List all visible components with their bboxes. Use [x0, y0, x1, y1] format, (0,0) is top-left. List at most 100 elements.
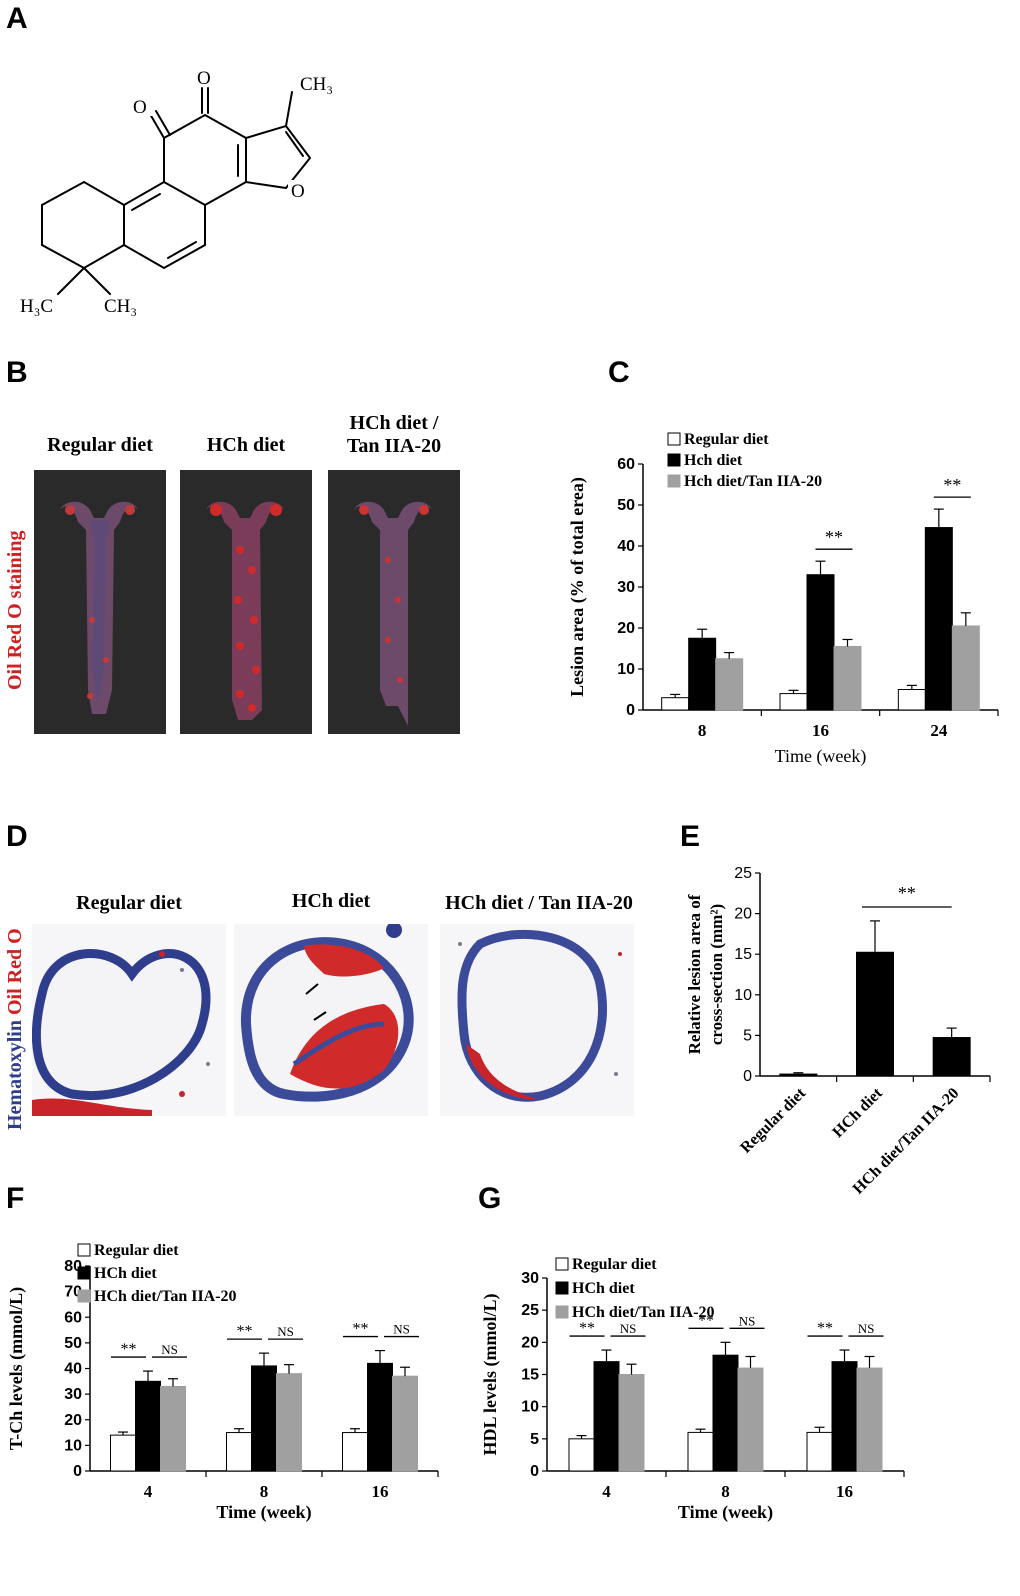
bar-regular — [897, 689, 926, 711]
significance-label: ** — [943, 475, 961, 495]
panel-d-title-3: HCh diet / Tan IIA-20 — [445, 892, 633, 914]
chemical-structure: O O O CH₃ H₃C CH₃ — [20, 66, 333, 317]
panel-label-d: D — [6, 820, 28, 853]
bar-tan — [160, 1385, 186, 1472]
bar-regular — [226, 1432, 252, 1472]
x-tick-label: HCh diet — [829, 1084, 886, 1141]
legend-swatch-regular — [77, 1243, 91, 1257]
significance-label: ** — [817, 1320, 833, 1337]
x-tick-label: 16 — [812, 721, 829, 740]
bar-hch — [135, 1380, 161, 1472]
x-tick-label: 16 — [836, 1482, 853, 1501]
significance-label: ** — [898, 883, 916, 903]
legend-label-tan: Hch diet/Tan IIA-20 — [684, 473, 822, 490]
legend-label-tan: HCh diet/Tan IIA-20 — [94, 1288, 237, 1305]
y-tick-label: 25 — [521, 1302, 539, 1319]
bar-tan — [737, 1367, 764, 1472]
y-tick-label: 40 — [617, 538, 635, 555]
bar-tan — [276, 1373, 302, 1472]
panel-label-e: E — [680, 820, 701, 853]
legend-label-hch: HCh diet — [572, 1280, 635, 1297]
x-tick-label: 8 — [721, 1482, 730, 1501]
bar-tan — [833, 645, 862, 711]
bar-tan — [856, 1367, 883, 1472]
y-tick-label: 80 — [64, 1258, 82, 1275]
bar-hch — [593, 1361, 620, 1472]
x-axis-label: Time (week) — [216, 1502, 311, 1523]
significance-label: NS — [620, 1321, 637, 1336]
y-tick-label: 5 — [530, 1431, 539, 1448]
y-tick-label: 30 — [64, 1386, 82, 1403]
significance-label: ** — [121, 1341, 137, 1358]
bar-regular — [661, 697, 690, 711]
section-photo-tan — [440, 924, 634, 1116]
x-tick-label: 4 — [602, 1482, 611, 1501]
bar-tan — [392, 1375, 418, 1472]
atom-o-left: O — [133, 97, 147, 118]
y-tick-label: 20 — [64, 1412, 82, 1429]
y-tick-label: 50 — [617, 497, 635, 514]
significance-label: NS — [277, 1324, 294, 1339]
y-tick-label: 0 — [743, 1068, 752, 1085]
y-tick-label: 10 — [521, 1399, 539, 1416]
x-tick-label: 16 — [372, 1482, 389, 1501]
y-tick-label: 15 — [521, 1367, 539, 1384]
x-tick-label: 4 — [144, 1482, 153, 1501]
staining-text: staining — [4, 530, 26, 599]
panel-b-side-label: Oil Red O staining — [4, 531, 27, 690]
bar — [856, 951, 894, 1076]
bar-hch — [924, 527, 953, 711]
significance-label: ** — [237, 1323, 253, 1340]
bar-regular — [568, 1438, 595, 1472]
y-axis-label: HDL levels (mmol/L) — [480, 1294, 501, 1456]
panel-label-g: G — [478, 1182, 502, 1215]
legend-label-tan: HCh diet/Tan IIA-20 — [572, 1304, 715, 1321]
significance-label: NS — [161, 1342, 178, 1357]
legend-swatch-hch — [667, 453, 681, 467]
significance-label: ** — [698, 1312, 714, 1329]
x-axis-label: Time (week) — [678, 1502, 773, 1523]
y-tick-label: 40 — [64, 1361, 82, 1378]
y-tick-label: 70 — [64, 1284, 82, 1301]
oil-red-o-text-d: Oil Red O — [4, 928, 26, 1015]
significance-label: NS — [739, 1313, 756, 1328]
atom-ch3-bottom: CH₃ — [104, 296, 137, 317]
panel-d-side-label: Hematoxylin Oil Red O — [4, 928, 27, 1130]
bar-regular — [342, 1432, 368, 1472]
legend-label-regular: Regular diet — [684, 431, 769, 448]
y-tick-label: 20 — [521, 1334, 539, 1351]
y-tick-label: 5 — [743, 1027, 752, 1044]
panel-d-title-1: Regular diet — [76, 892, 182, 914]
bar-regular — [779, 693, 808, 711]
legend-label-hch: HCh diet — [94, 1265, 157, 1282]
y-tick-label: 15 — [734, 946, 752, 963]
y-tick-label: 25 — [734, 865, 752, 882]
bar-hch — [806, 574, 835, 711]
legend-swatch-regular — [667, 432, 681, 446]
oil-red-o-text: Oil Red O — [4, 603, 26, 690]
legend-label-hch: Hch diet — [684, 452, 743, 469]
y-tick-label: 10 — [617, 661, 635, 678]
x-tick-label: 8 — [260, 1482, 269, 1501]
y-tick-label: 10 — [734, 987, 752, 1004]
y-tick-label: 30 — [521, 1270, 539, 1287]
aorta-photo-hch — [180, 470, 312, 734]
y-axis-label-line-1: Relative lesion area of — [685, 894, 704, 1054]
legend-swatch-tan — [555, 1305, 569, 1319]
significance-label: ** — [579, 1320, 595, 1337]
aorta-photo-tan — [328, 470, 460, 734]
x-tick-label: 24 — [930, 721, 948, 740]
legend-swatch-tan — [667, 474, 681, 488]
y-tick-label: 60 — [617, 456, 635, 473]
panel-label-b: B — [6, 356, 28, 389]
y-axis-label-line-2: cross-section (mm²) — [707, 904, 726, 1045]
legend-label-regular: Regular diet — [572, 1256, 657, 1273]
panel-label-f: F — [6, 1182, 25, 1215]
y-tick-label: 20 — [734, 906, 752, 923]
atom-o-ring: O — [291, 181, 305, 202]
bar-hch — [712, 1354, 739, 1472]
bar-hch — [251, 1365, 277, 1472]
bar-regular — [806, 1431, 833, 1472]
significance-label: NS — [393, 1322, 410, 1337]
bar-regular — [110, 1434, 136, 1472]
